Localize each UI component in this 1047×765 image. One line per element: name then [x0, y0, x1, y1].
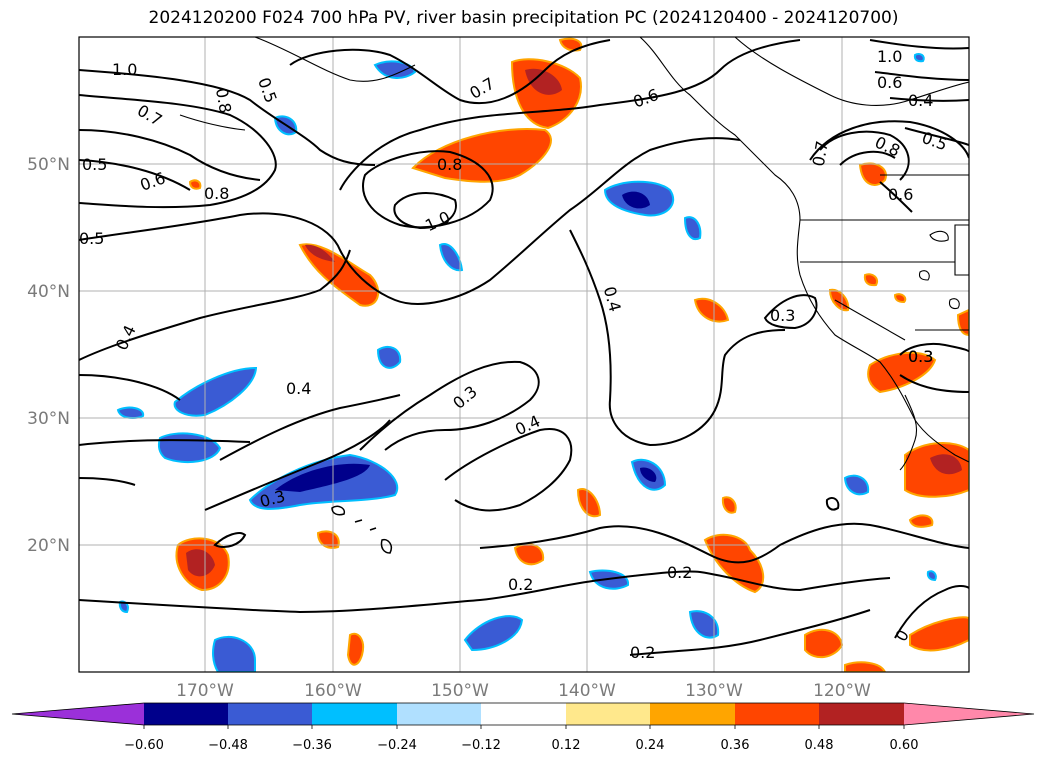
colorbar-segment	[735, 703, 820, 725]
lat-label: 50°N	[27, 155, 70, 175]
colorbar-segment	[312, 703, 397, 725]
precip-positive-areas	[175, 37, 969, 672]
contour-label: 0.2	[667, 563, 692, 582]
lat-label: 20°N	[27, 536, 70, 556]
colorbar-tick-label: 0.36	[721, 738, 750, 753]
colorbar-segment	[481, 703, 566, 725]
map-area: 1.0 0.7 0.8 0.5 0.6 0.8 1.0 0.7 0.8 0.5 …	[79, 37, 969, 672]
contour-label: 0.4	[286, 379, 311, 398]
colorbar-segment	[144, 703, 229, 725]
lon-axis-labels: 170°W 160°W 150°W 140°W 130°W 120°W	[176, 681, 871, 701]
contour-label: 0.7	[466, 74, 498, 103]
lat-label: 30°N	[27, 409, 70, 429]
colorbar-tick-label: −0.12	[461, 738, 501, 753]
contour-label: 0.3	[908, 347, 933, 366]
contour-label: 0.8	[437, 155, 462, 174]
lon-label: 140°W	[558, 681, 616, 701]
contour-label: 0.5	[919, 128, 949, 155]
contour-label: 0.5	[82, 155, 107, 174]
map-frame	[78, 36, 970, 673]
lon-label: 120°W	[813, 681, 871, 701]
contour-label: 0.3	[770, 306, 795, 325]
hawaii-islands	[331, 505, 393, 554]
contour-label: 0.8	[212, 86, 235, 114]
colorbar-tick-label: −0.48	[208, 738, 248, 753]
contour-label: 0.6	[631, 85, 661, 112]
lon-label: 160°W	[304, 681, 362, 701]
contour-label: 0.8	[872, 133, 903, 161]
colorbar-tick-label: −0.36	[292, 738, 332, 753]
contour-label: 0.7	[134, 101, 166, 130]
colorbar-tick-label: −0.24	[377, 738, 417, 753]
lon-label: 130°W	[685, 681, 743, 701]
contour-label: 0.5	[254, 75, 281, 105]
colorbar-tick-label: 0.12	[552, 738, 581, 753]
colorbar-segment	[566, 703, 651, 725]
contour-label: 1.0	[112, 60, 137, 79]
colorbar-extend-low	[12, 703, 144, 725]
contour-label: 0.2	[508, 575, 533, 594]
gridlines	[79, 37, 969, 672]
contour-label: 0.4	[112, 322, 140, 353]
contour-label: 0.3	[908, 347, 933, 366]
contour-label: 0.7	[809, 139, 832, 167]
colorbar-segment	[819, 703, 904, 725]
lon-label: 150°W	[431, 681, 489, 701]
contour-label: 0.5	[79, 229, 104, 248]
colorbar-tick-label: 0.24	[636, 738, 665, 753]
contour-label: 0.2	[630, 643, 655, 662]
coastlines	[179, 37, 969, 471]
pv-contours	[79, 39, 969, 656]
colorbar-extend-high	[904, 703, 1034, 725]
contour-label: 0.3	[449, 382, 481, 413]
lat-label: 40°N	[27, 282, 70, 302]
colorbar-segment	[228, 703, 313, 725]
colorbar: −0.60 −0.48 −0.36 −0.24 −0.12 0.12 0.24 …	[11, 702, 1035, 753]
colorbar-segment	[650, 703, 735, 725]
colorbar-tick-label: −0.60	[124, 738, 164, 753]
colorbar-tick-label: 0.48	[805, 738, 834, 753]
colorbar-tick-label: 0.60	[890, 738, 919, 753]
lon-label: 170°W	[176, 681, 234, 701]
colorbar-segment	[397, 703, 482, 725]
contour-label: 1.0	[877, 47, 902, 66]
contour-label: 0.6	[888, 185, 913, 204]
lat-axis-labels: 20°N 30°N 40°N 50°N	[27, 155, 70, 556]
map-title: 2024120200 F024 700 hPa PV, river basin …	[148, 8, 899, 28]
contour-label: 0.6	[138, 168, 168, 195]
contour-label: 0.6	[877, 73, 902, 92]
contour-label: 1.0	[422, 207, 453, 235]
contour-label: 0.8	[204, 184, 229, 203]
contour-label: 0.4	[512, 411, 543, 439]
contour-label: 0.4	[908, 91, 933, 110]
